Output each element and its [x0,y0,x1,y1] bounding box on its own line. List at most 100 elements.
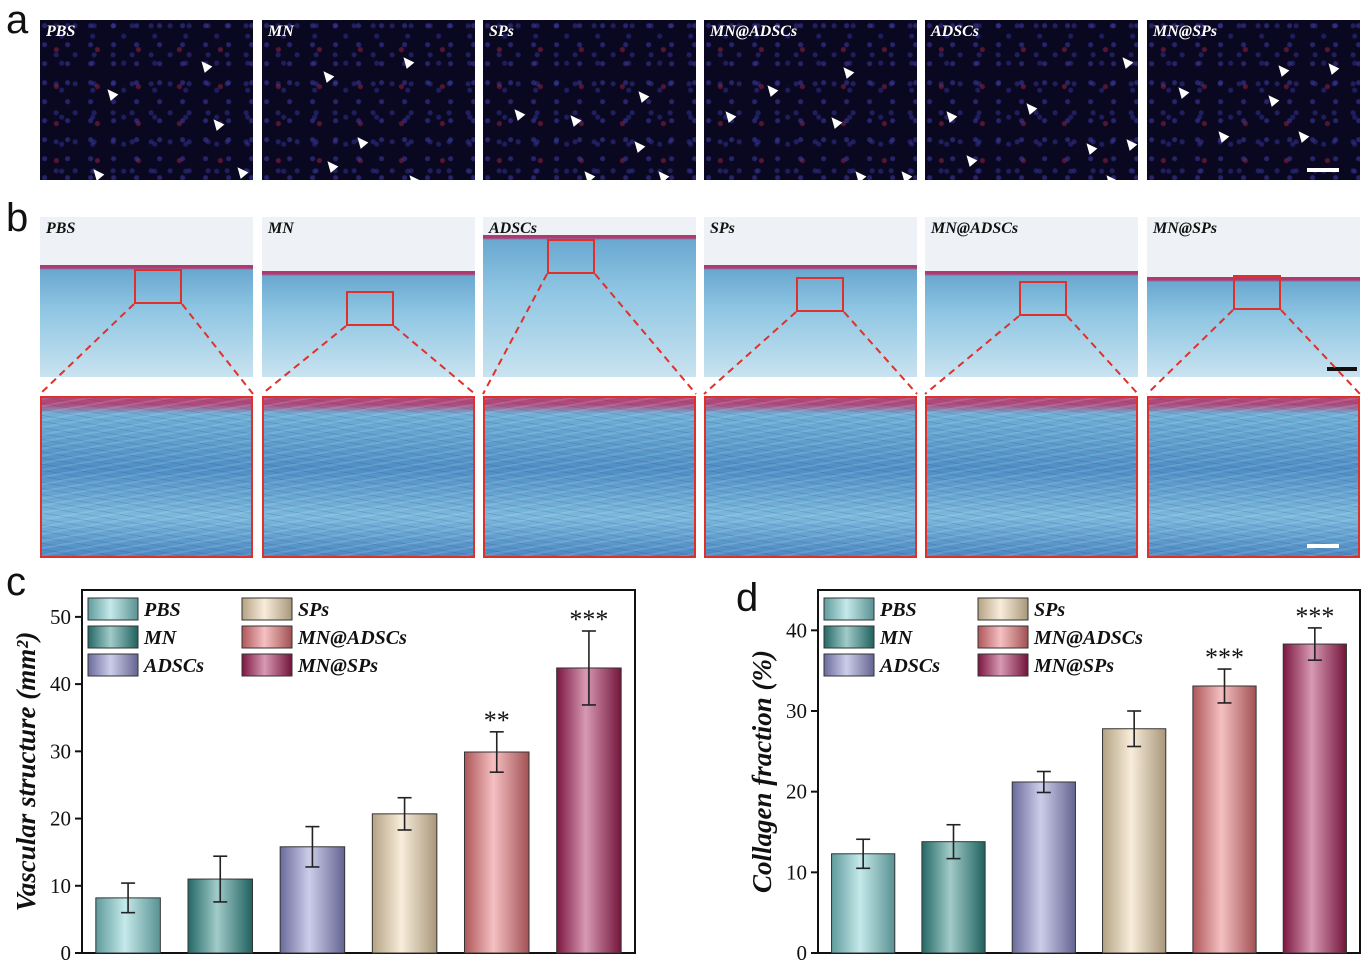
image-label: MN@SPs [1153,23,1217,40]
legend-label: ADSCs [878,655,940,677]
bar [1011,781,1076,954]
histology-image: MN@ADSCs [925,217,1138,377]
arrow-icon [827,114,843,129]
arrow-icon [566,112,582,127]
histology-image: MN@SPs [1147,217,1360,377]
histology-image: ADSCs [483,217,696,377]
legend-label: ADSCs [142,655,204,677]
arrow-icon [721,108,737,123]
image-label: ADSCs [489,220,538,237]
image-label: PBS [46,220,76,237]
y-axis-label: Collagen fraction (%) [747,650,777,893]
arrow-icon [580,168,596,180]
y-tick-label: 30 [50,739,71,763]
bar [1192,685,1257,954]
arrow-icon [1174,84,1190,99]
significance-label: ** [484,706,510,735]
image-label: SPs [710,220,735,237]
legend-swatch [977,625,1029,649]
legend-label: PBS [879,599,917,621]
panel-letter-b: b [6,196,29,240]
zoom-region-box [796,277,844,312]
y-tick-label: 50 [50,605,71,629]
legend-label: MN [879,627,914,649]
image-label: MN@ADSCs [931,220,1019,237]
legend-swatch [87,653,139,677]
histology-image: PBS [40,217,253,377]
fluorescence-image: SPs [483,20,696,180]
scale-bar [1327,367,1357,371]
y-tick-label: 30 [786,699,807,723]
arrow-icon [1274,62,1290,77]
legend-swatch [87,625,139,649]
arrow-icon [1118,54,1134,69]
panel-letter-a: a [6,0,29,42]
arrow-icon [654,168,670,180]
arrow-icon [89,166,105,180]
histology-image: MN [262,217,475,377]
legend-swatch [823,653,875,677]
arrow-icon [851,168,867,180]
arrow-icon [1214,128,1230,143]
chart-collagen-fraction: 0 10 20 30 40 *** *** PBS MN ADSCs SPs MN@ADSCs MN@S… [747,589,1361,965]
arrow-icon [630,138,646,153]
panel-letter-d: d [736,576,759,620]
arrow-icon [197,58,213,73]
fluorescence-image: MN@SPs [1147,20,1360,180]
arrow-icon [962,152,978,167]
panel-letter-c: c [6,560,26,604]
arrow-icon [1344,178,1360,180]
arrow-icon [811,178,827,180]
scale-bar [1307,544,1339,548]
fluorescence-image: PBS [40,20,253,180]
bar [921,841,986,954]
arrow-icon [1264,92,1280,107]
legend-label: MN@SPs [1033,655,1114,677]
significance-label: *** [569,605,608,634]
legend-label: MN@SPs [297,655,378,677]
arrow-icon [405,172,421,180]
legend-label: PBS [143,599,181,621]
zoom-region-box [1233,275,1281,310]
image-label: MN@SPs [1153,220,1217,237]
arrow-icon [233,164,249,179]
bar [556,667,622,954]
bar [1282,643,1347,954]
y-tick-label: 40 [786,618,807,642]
zoomed-histology-image [262,396,475,558]
legend-swatch [977,597,1029,621]
arrow-icon [897,168,913,180]
image-label: ADSCs [931,23,980,40]
fluorescence-image: MN [262,20,475,180]
bar [463,751,530,954]
zoomed-histology-image [925,396,1138,558]
legend-label: MN [143,627,178,649]
chart-vascular-structure: 01020304050*****PBSMNADSCsSPsMN@ADSCsMN@… [11,589,636,965]
y-tick-label: 20 [786,780,807,804]
arrow-icon [763,82,779,97]
bar [371,813,438,954]
arrow-icon [634,88,650,103]
image-label: MN [268,220,294,237]
arrow-icon [942,108,958,123]
image-label: PBS [46,23,76,40]
legend-label: MN@ADSCs [1033,627,1143,649]
image-label: MN [268,23,294,40]
plot-frame [81,589,636,954]
histology-image: SPs [704,217,917,377]
arrow-icon [1294,128,1310,143]
fluorescence-image: MN@ADSCs [704,20,917,180]
scale-bar [1307,168,1339,172]
zoomed-histology-image [40,396,253,558]
arrow-icon [323,158,339,173]
legend-swatch [823,625,875,649]
zoomed-histology-image [1147,396,1360,558]
legend-label: SPs [298,599,329,621]
legend-label: SPs [1034,599,1065,621]
arrow-icon [1082,140,1098,155]
y-tick-label: 0 [61,941,72,965]
arrow-icon [1122,136,1138,151]
legend-label: MN@ADSCs [297,627,407,649]
legend-swatch [241,625,293,649]
y-tick-label: 20 [50,807,71,831]
